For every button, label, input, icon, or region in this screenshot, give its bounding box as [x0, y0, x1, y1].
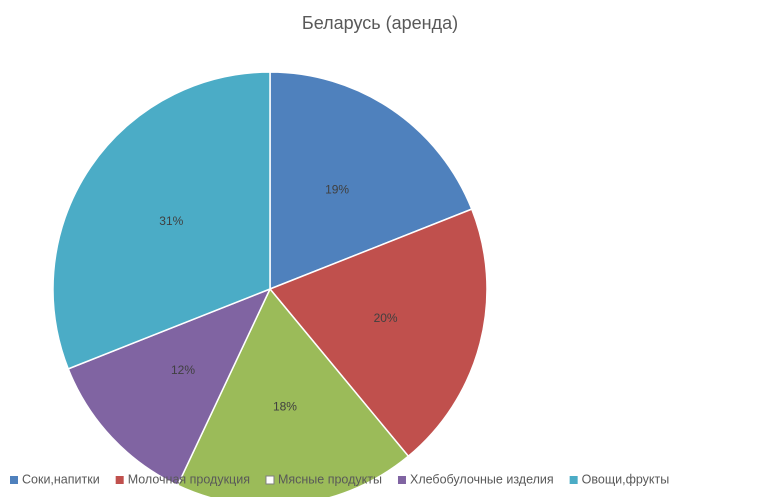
pie-slice: [67, 287, 272, 487]
chart-title: Беларусь (аренда): [302, 13, 458, 33]
pie-slice: [176, 287, 410, 497]
legend-label: Овощи,фрукты: [582, 472, 670, 486]
legend-label: Соки,напитки: [22, 472, 100, 486]
legend-label: Мясные продукты: [278, 472, 382, 486]
data-label: 12%: [171, 363, 195, 377]
legend-marker: [115, 476, 124, 484]
pie-slice: [52, 71, 271, 370]
data-label: 18%: [273, 400, 297, 414]
legend-marker: [265, 475, 275, 485]
legend-label: Молочная продукция: [128, 472, 250, 486]
pie-slice: [269, 71, 473, 291]
data-label: 19%: [325, 182, 349, 196]
legend-marker: [569, 476, 578, 484]
data-label: 31%: [159, 214, 183, 228]
legend-label: Хлебобулочные изделия: [410, 472, 554, 486]
legend-marker: [10, 476, 18, 484]
pie-slice: [268, 208, 488, 458]
legend-marker: [397, 476, 406, 484]
data-label: 20%: [374, 311, 398, 325]
